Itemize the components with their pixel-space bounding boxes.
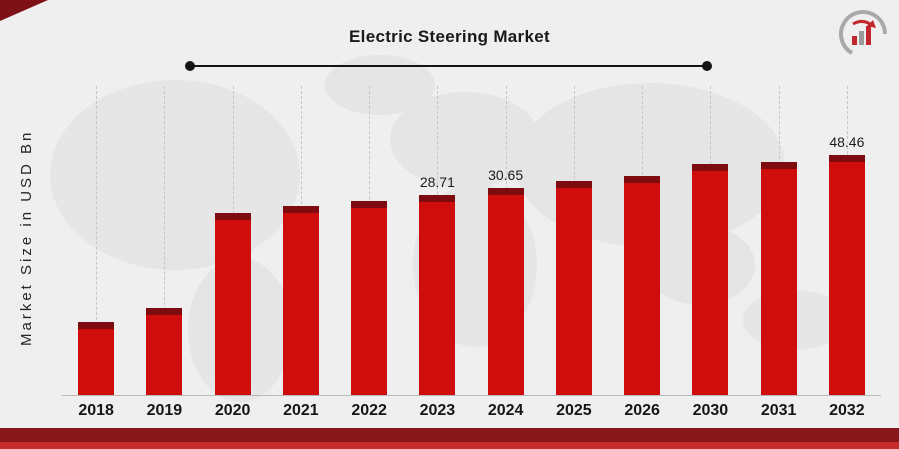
footer-band-bright: [0, 442, 899, 449]
bar-column-2023: 28.71: [403, 80, 471, 395]
underline-right-dot: [702, 61, 712, 71]
bar-2019: [146, 308, 183, 395]
bar-column-2019: [130, 80, 198, 395]
x-tick-2018: 2018: [78, 402, 114, 419]
bar-2032: [828, 155, 865, 395]
x-tick-2030: 2030: [692, 402, 729, 419]
bar-2020: [214, 213, 251, 395]
bar-2023: [419, 195, 456, 395]
x-tick-2023: 2023: [419, 402, 456, 419]
bar-column-2018: [62, 80, 130, 395]
title-underline: [185, 61, 712, 71]
bar-2031: [760, 162, 797, 395]
bar-2021: [282, 206, 319, 395]
y-axis-label: Market Size in USD Bn: [18, 129, 35, 346]
bar-2025: [555, 181, 592, 395]
x-tick-2032: 2032: [829, 402, 865, 419]
bar-value-label-2024: 30.65: [488, 167, 524, 183]
x-tick-2026: 2026: [624, 402, 660, 419]
x-tick-2021: 2021: [283, 402, 319, 419]
x-tick-2024: 2024: [487, 402, 524, 419]
x-tick-2025: 2025: [556, 402, 592, 419]
chart-title: Electric Steering Market: [349, 27, 550, 46]
bar-column-2020: [199, 80, 267, 395]
underline-line: [189, 65, 708, 67]
bar-2018: [78, 322, 115, 395]
bar-column-2025: [540, 80, 608, 395]
vertical-gridline: [164, 86, 166, 395]
vertical-gridline: [96, 86, 98, 395]
x-tick-2031: 2031: [760, 402, 797, 419]
bar-2030: [692, 164, 729, 395]
bar-column-2031: [745, 80, 813, 395]
plot-area: 28.71 30.65 48.46: [62, 80, 881, 395]
bar-2024: [487, 188, 524, 395]
x-tick-2019: 2019: [146, 402, 183, 419]
bar-column-2021: [267, 80, 335, 395]
x-tick-2022: 2022: [351, 402, 387, 419]
bar-value-label-2032: 48.46: [829, 134, 865, 150]
x-axis-line: [62, 395, 881, 396]
bar-2022: [351, 201, 388, 395]
mrfr-logo-icon: [835, 6, 891, 62]
bar-2026: [624, 176, 661, 395]
bar-value-label-2023: 28.71: [419, 174, 455, 190]
bar-column-2030: [676, 80, 744, 395]
footer-band-dark: [0, 428, 899, 442]
x-axis: 2018 2019 2020 2021 2022 2023 2024 2025 2026 2030…: [62, 402, 881, 420]
bar-column-2026: [608, 80, 676, 395]
x-tick-2020: 2020: [214, 402, 251, 419]
bar-column-2032: 48.46: [813, 80, 881, 395]
bar-column-2022: [335, 80, 403, 395]
bar-column-2024: 30.65: [472, 80, 540, 395]
